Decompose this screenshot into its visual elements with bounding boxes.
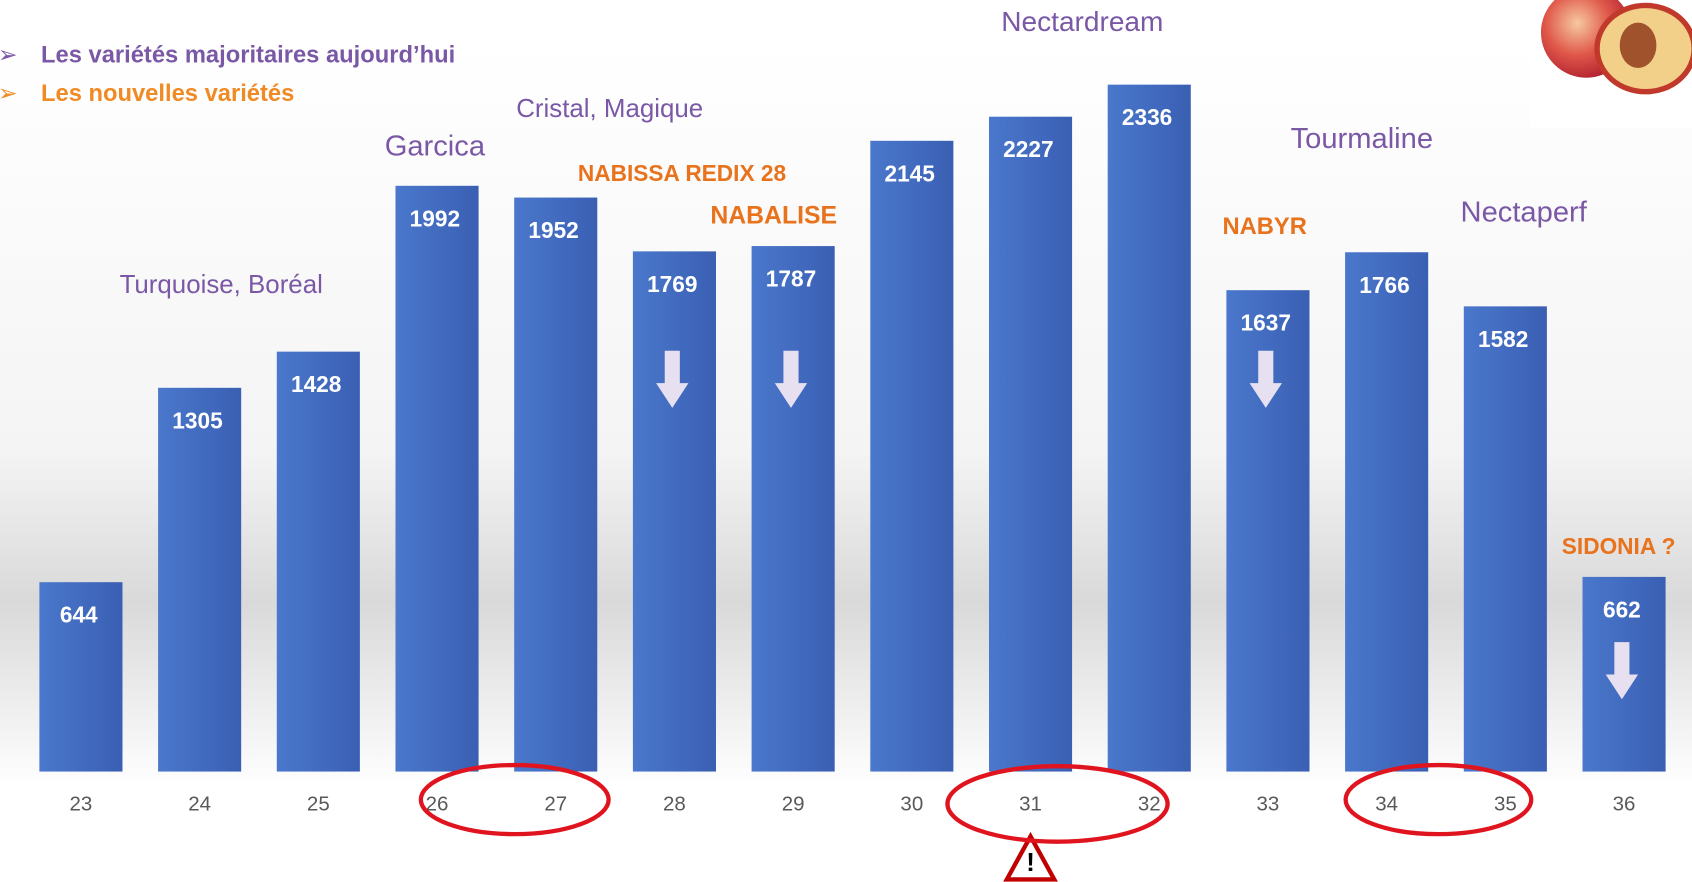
x-tick-label: 28 [663,792,686,815]
value-label: 644 [60,602,98,628]
bar [988,116,1073,772]
variety-annotation: Cristal, Magique [516,95,703,123]
bar [395,185,479,772]
x-tick-label: 26 [426,792,449,815]
variety-annotation: NABALISE [710,202,837,229]
variety-annotation: Nectardream [1001,6,1163,37]
warning-icon: ! [1003,831,1058,882]
highlight-circle [1343,762,1534,837]
legend-text: Les variétés majoritaires aujourd’hui [41,42,455,68]
highlight-circle [418,762,611,837]
value-label: 1992 [410,205,460,231]
variety-annotation: NABISSA REDIX 28 [578,160,786,186]
value-label: 1787 [766,266,816,292]
svg-text:!: ! [1026,849,1035,877]
value-label: 1637 [1241,310,1291,336]
down-arrow [774,350,808,408]
down-arrow [1249,350,1282,408]
bar [1345,252,1429,772]
bar [514,197,598,772]
peach-image [1530,0,1692,128]
legend-bullet: ➢ [0,81,18,107]
x-tick-label: 32 [1138,792,1161,815]
x-tick-label: 36 [1613,792,1636,815]
bar [276,351,360,772]
value-label: 1305 [172,407,222,433]
bar [1463,306,1547,772]
value-label: 662 [1603,596,1641,622]
variety-annotation: NABYR [1223,214,1307,240]
x-tick-label: 33 [1257,792,1280,815]
x-tick-label: 30 [900,792,923,815]
value-label: 1769 [647,271,697,297]
value-label: 1952 [528,217,578,243]
down-arrow [656,350,689,408]
value-label: 1582 [1478,326,1528,352]
variety-annotation: Tourmaline [1291,123,1433,155]
variety-annotation: Nectaperf [1461,196,1588,228]
x-tick-label: 35 [1494,792,1517,815]
x-tick-label: 24 [188,792,211,815]
value-label: 1428 [291,371,341,397]
bar [158,387,242,772]
x-tick-label: 29 [782,792,805,815]
background [0,43,1692,788]
x-tick-label: 34 [1375,792,1398,815]
value-label: 2145 [884,160,934,186]
down-arrow [1605,642,1639,700]
bar [1107,84,1191,772]
variety-annotation: Turquoise, Boréal [120,271,323,299]
bar [632,251,716,772]
legend-text: Les nouvelles variétés [41,81,294,107]
x-tick-label: 23 [70,792,93,815]
x-tick-label: 31 [1019,792,1042,815]
value-label: 1766 [1359,272,1409,298]
bar [870,140,954,772]
value-label: 2227 [1003,136,1053,162]
highlight-circle [945,764,1170,844]
bar [751,246,835,772]
bar [39,582,123,772]
value-label: 2336 [1122,104,1172,130]
variety-annotation: Garcica [385,131,486,163]
x-tick-label: 27 [544,792,567,815]
variety-annotation: SIDONIA ? [1562,533,1676,559]
legend-bullet: ➢ [0,42,18,68]
x-tick-label: 25 [307,792,330,815]
